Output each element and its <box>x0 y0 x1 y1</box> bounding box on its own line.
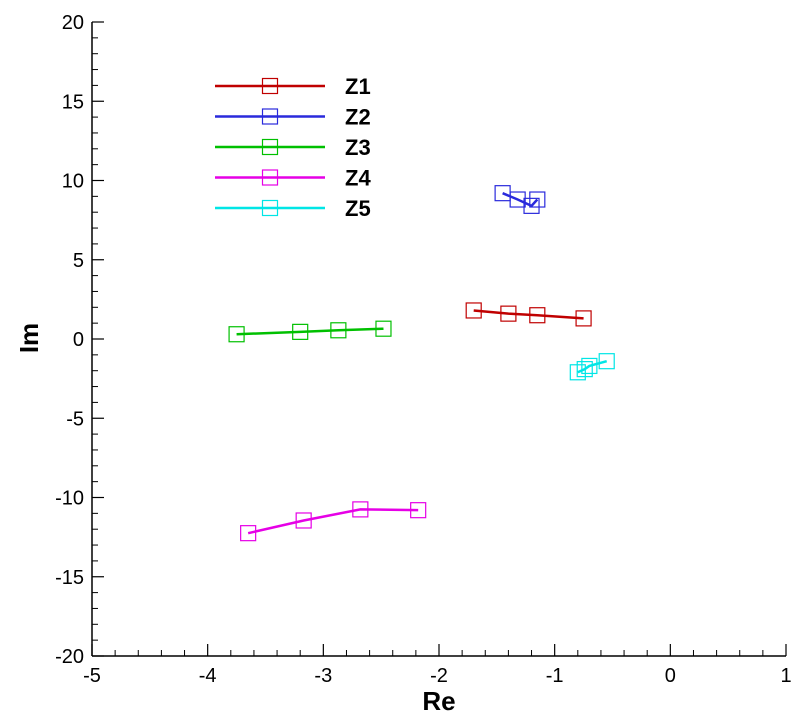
legend-marker <box>261 108 279 125</box>
legend-label: Z3 <box>345 135 371 160</box>
x-tick-label: -3 <box>314 665 332 687</box>
x-tick-label: 1 <box>780 665 791 687</box>
y-axis-label: Im <box>14 323 44 353</box>
series-line <box>236 327 384 336</box>
series-line <box>247 508 419 535</box>
data-point-marker <box>523 197 540 214</box>
x-tick-label: -2 <box>430 665 448 687</box>
legend: Z1 Z2 Z3 Z4 Z5 <box>215 74 371 221</box>
series-z1 <box>465 302 592 327</box>
y-tick-label: 0 <box>73 329 84 351</box>
series-z3 <box>228 320 392 343</box>
series-z4 <box>240 501 427 542</box>
data-point-marker <box>509 191 526 208</box>
data-point-marker <box>576 361 593 378</box>
y-tick-label: -10 <box>55 488 84 510</box>
x-tick-label: 0 <box>665 665 676 687</box>
data-point-marker <box>529 191 546 208</box>
data-point-marker <box>575 310 592 327</box>
data-point-marker <box>410 502 427 519</box>
y-tick-label: 15 <box>62 91 84 113</box>
data-point-marker <box>598 353 615 370</box>
legend-label: Z5 <box>345 196 371 221</box>
legend-entry-z1: Z1 <box>215 74 371 99</box>
data-point-marker <box>352 501 369 518</box>
data-point-marker <box>228 326 245 343</box>
x-tick-label: -5 <box>83 665 101 687</box>
y-tick-label: 5 <box>73 250 84 272</box>
y-tick-label: 20 <box>62 12 84 34</box>
y-tick-label: -5 <box>66 408 84 430</box>
legend-marker <box>261 169 279 186</box>
data-point-marker <box>295 512 312 529</box>
legend-entry-z5: Z5 <box>215 196 371 221</box>
y-tick-label: -20 <box>55 646 84 668</box>
series-z2 <box>494 185 546 214</box>
data-point-marker <box>330 322 347 339</box>
data-point-marker <box>529 307 546 324</box>
x-tick-label: -1 <box>546 665 564 687</box>
series-line <box>473 309 584 320</box>
series-layer <box>228 185 615 542</box>
x-tick-label: -4 <box>199 665 217 687</box>
legend-marker <box>261 77 279 95</box>
legend-label: Z1 <box>345 74 371 99</box>
data-point-marker <box>465 302 482 319</box>
data-point-marker <box>581 357 598 375</box>
legend-entry-z4: Z4 <box>215 166 371 191</box>
x-axis-label: Re <box>422 686 455 716</box>
y-tick-label: -15 <box>55 567 84 589</box>
legend-label: Z4 <box>345 166 371 191</box>
legend-marker <box>261 138 279 156</box>
series-z5 <box>569 353 615 381</box>
legend-label: Z2 <box>345 105 371 130</box>
series-line <box>502 192 539 208</box>
data-point-marker <box>292 323 309 340</box>
data-point-marker <box>240 525 257 542</box>
data-point-marker <box>375 320 392 337</box>
data-point-marker <box>500 305 517 322</box>
legend-entry-z2: Z2 <box>215 105 371 130</box>
legend-entry-z3: Z3 <box>215 135 371 160</box>
y-tick-label: 10 <box>62 171 84 193</box>
legend-marker <box>261 199 279 217</box>
